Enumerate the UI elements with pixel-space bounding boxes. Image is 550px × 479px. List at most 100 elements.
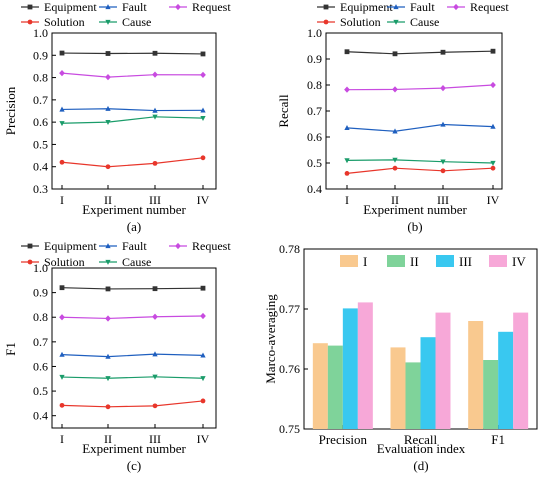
x-tick-label: F1: [491, 432, 505, 447]
data-point-request: [152, 313, 158, 320]
legend-label: Cause: [410, 15, 439, 29]
series-line-cause: [61, 116, 204, 124]
data-point-fault: [59, 351, 65, 357]
data-point-request: [105, 315, 111, 322]
data-point-equipment: [344, 49, 350, 55]
data-point-cause: [105, 376, 111, 382]
x-tick-label: III: [149, 193, 161, 207]
legend-swatch-marker: [105, 4, 111, 10]
legend-label: Request: [192, 239, 231, 253]
x-tick-label: II: [104, 432, 112, 446]
panel-label: (b): [407, 219, 422, 234]
x-axis-title: Experiment number: [82, 441, 186, 456]
legend-swatch-marker: [27, 4, 33, 10]
legend-swatch-marker: [393, 19, 399, 25]
chart-panel-0: 0.3 0.4 0.5 0.6 0.7 0.8 0.9 1.0 Experiment numbe…: [3, 0, 231, 234]
bar-i: [390, 347, 406, 429]
data-point-request: [440, 85, 446, 92]
data-point-equipment: [105, 286, 111, 292]
series-line-cause: [61, 376, 204, 379]
y-tick-label: 0.77: [279, 302, 300, 316]
data-point-solution: [200, 155, 206, 161]
data-point-request: [152, 71, 158, 78]
x-tick-label: I: [60, 432, 64, 446]
legend-label: Equipment: [340, 0, 393, 14]
y-tick-label: 0.6: [307, 130, 322, 144]
data-point-cause: [200, 115, 206, 122]
data-point-fault: [200, 352, 206, 358]
panel-label: (d): [413, 458, 428, 473]
y-tick-label: 0.9: [33, 48, 48, 62]
series-line-request: [61, 315, 204, 320]
data-point-cause: [200, 376, 206, 382]
legend-label: IV: [512, 254, 526, 269]
y-tick-label: 0.9: [307, 52, 322, 66]
x-tick-label: I: [345, 193, 349, 207]
legend-swatch-marker: [27, 19, 33, 25]
data-point-fault: [152, 107, 158, 113]
legend-label: Fault: [122, 239, 147, 253]
x-tick-label: IV: [197, 432, 210, 446]
series-line-cause: [346, 159, 494, 164]
panel-label: (c): [127, 458, 141, 473]
legend-label: Solution: [340, 15, 381, 29]
data-point-equipment: [59, 50, 65, 56]
data-point-cause: [440, 159, 446, 165]
legend-swatch-marker: [323, 19, 329, 25]
data-point-solution: [105, 404, 111, 410]
data-point-solution: [392, 165, 398, 171]
series-line-request: [61, 72, 204, 78]
x-tick-label: Recall: [404, 432, 438, 447]
data-point-equipment: [152, 286, 158, 292]
y-axis-title: Marco-averaging: [263, 294, 278, 384]
data-point-cause: [59, 374, 65, 380]
data-point-fault: [59, 106, 65, 112]
series-line-fault: [61, 353, 204, 358]
data-point-fault: [392, 128, 398, 134]
legend-label: Solution: [44, 255, 85, 269]
legend-label: Fault: [122, 0, 147, 14]
legend-swatch: [489, 255, 507, 267]
data-point-solution: [344, 171, 350, 176]
y-tick-label: 0.4: [33, 160, 48, 174]
data-point-request: [59, 314, 65, 321]
y-tick-label: 0.3: [33, 182, 48, 196]
legend-swatch-marker: [393, 4, 399, 10]
data-point-equipment: [105, 51, 111, 56]
legend-swatch-marker: [105, 243, 111, 249]
bar-iii: [420, 337, 436, 429]
legend-swatch-marker: [105, 19, 111, 25]
legend-label: Request: [192, 0, 231, 14]
data-point-cause: [105, 119, 111, 126]
x-tick-label: Precision: [319, 432, 368, 447]
data-point-equipment: [59, 285, 65, 291]
legend-swatch-marker: [453, 3, 459, 11]
legend-label: Request: [470, 0, 509, 14]
data-point-equipment: [200, 285, 206, 291]
data-point-cause: [392, 157, 398, 163]
data-point-cause: [59, 121, 65, 127]
legend-label: III: [459, 254, 472, 269]
data-point-fault: [344, 125, 350, 131]
y-tick-label: 0.75: [279, 422, 300, 436]
series-line-equipment: [61, 52, 204, 55]
y-tick-label: 1.0: [307, 26, 322, 40]
y-tick-label: 0.5: [33, 137, 48, 151]
data-point-request: [344, 86, 350, 93]
legend-label: Solution: [44, 15, 85, 29]
data-point-equipment: [392, 51, 398, 57]
bar-iii: [342, 308, 358, 429]
legend-swatch: [387, 255, 405, 267]
series-line-fault: [346, 123, 494, 132]
y-tick-label: 0.7: [33, 335, 48, 349]
y-tick-label: 0.4: [33, 409, 48, 423]
data-point-fault: [152, 351, 158, 357]
series-line-solution: [346, 167, 494, 174]
x-tick-label: III: [437, 193, 449, 207]
x-tick-label: II: [391, 193, 399, 207]
series-line-request: [346, 84, 494, 91]
series-line-equipment: [61, 287, 204, 290]
y-tick-label: 1.0: [33, 261, 48, 275]
data-point-request: [200, 71, 206, 79]
